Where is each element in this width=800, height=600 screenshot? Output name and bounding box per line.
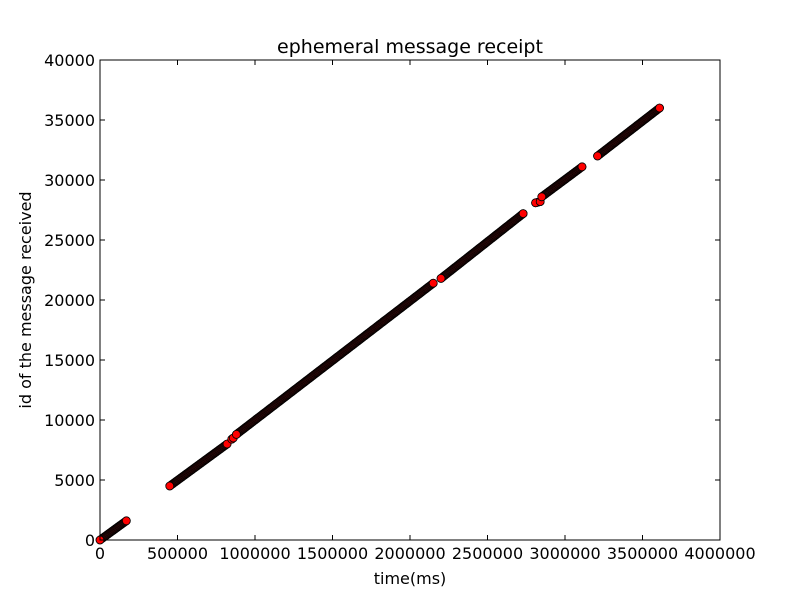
data-points: [95, 103, 664, 545]
data-point-endpoint: [165, 481, 175, 491]
y-tick-label: 5000: [54, 471, 95, 490]
x-tick-label: 2000000: [374, 544, 445, 563]
data-point-endpoint: [593, 151, 602, 161]
y-tick-label: 25000: [44, 231, 95, 250]
data-point-endpoint: [428, 278, 438, 288]
y-tick-label: 10000: [44, 411, 95, 430]
x-tick-label: 1000000: [219, 544, 290, 563]
y-tick-label: 40000: [44, 51, 95, 70]
x-axis-ticks: 0 500000 1000000 1500000 2000000 2500000 30000…: [95, 60, 756, 563]
y-tick-label: 15000: [44, 351, 95, 370]
data-point-endpoint: [121, 516, 131, 526]
y-tick-label: 0: [85, 531, 95, 550]
x-tick-label: 500000: [147, 544, 208, 563]
data-point-endpoint: [577, 162, 587, 172]
data-point-endpoint: [231, 429, 241, 439]
x-tick-label: 0: [95, 544, 105, 563]
y-axis-label: id of the message received: [16, 191, 35, 408]
x-axis-label: time(ms): [374, 569, 447, 588]
data-point-endpoint: [537, 192, 547, 202]
y-tick-label: 20000: [44, 291, 95, 310]
x-tick-label: 1500000: [297, 544, 368, 563]
data-point-endpoint: [436, 273, 446, 283]
chart-title: ephemeral message receipt: [277, 36, 543, 58]
y-tick-label: 30000: [44, 171, 95, 190]
x-tick-label: 2500000: [452, 544, 523, 563]
x-tick-label: 3000000: [529, 544, 600, 563]
x-tick-label: 3500000: [607, 544, 678, 563]
data-point-endpoint: [518, 209, 528, 219]
y-axis-ticks: 0 5000 10000 15000 20000 25000 30000 35000 40000: [44, 51, 720, 550]
data-point-endpoint: [655, 103, 664, 113]
x-tick-label: 4000000: [684, 544, 755, 563]
y-tick-label: 35000: [44, 111, 95, 130]
